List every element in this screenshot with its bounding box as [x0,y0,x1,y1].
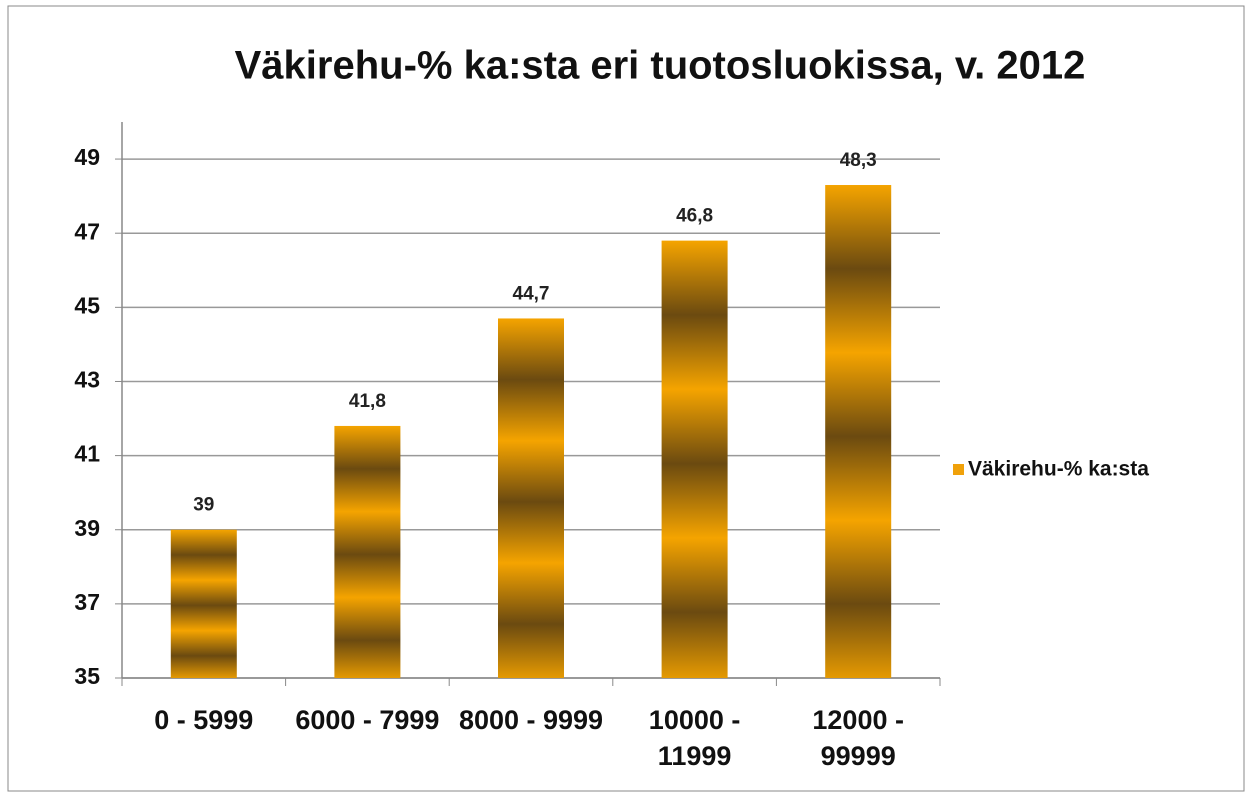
bar [334,425,401,678]
x-tick-label: 0 - 5999 [154,705,254,735]
x-tick-label: 10000 - 11999 [648,705,741,771]
frame [7,5,1245,792]
x-tick-label: 12000 - 99999 [812,705,904,771]
bar [170,529,237,678]
value-label: 48,3 [840,150,877,171]
y-tick-label: 45 [74,292,100,318]
value-label: 44,7 [513,283,550,304]
bar [825,185,892,678]
y-tick-label: 35 [74,663,100,689]
value-label: 46,8 [676,206,713,227]
value-label: 41,8 [349,391,386,412]
x-tick-label: 6000 - 7999 [295,705,440,735]
y-tick-label: 47 [74,218,100,244]
value-label: 39 [193,495,214,516]
y-tick-label: 37 [74,589,100,615]
bar [498,318,564,678]
y-tick-label: 39 [74,515,100,541]
legend-label: Väkirehu-% ka:sta [968,458,1149,481]
chart-title: Väkirehu-% ka:sta eri tuotosluokissa, v.… [235,44,1086,88]
y-tick-label: 41 [74,441,100,467]
y-tick-label: 43 [74,367,100,393]
x-tick-label: 8000 - 9999 [458,705,604,735]
y-tick-label: 49 [74,144,100,170]
legend-swatch [953,464,964,475]
bar [661,240,728,678]
